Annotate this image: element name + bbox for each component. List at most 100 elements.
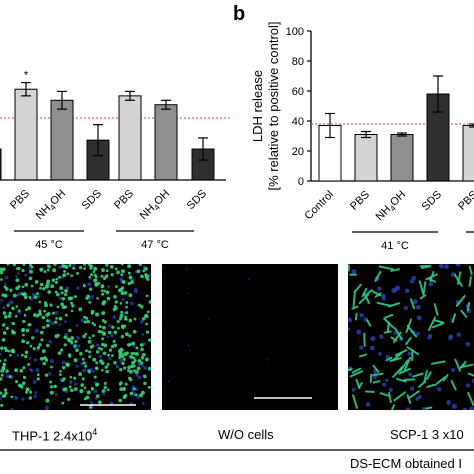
tick-label-b-3: SDS	[420, 189, 444, 213]
cell-dot	[143, 374, 147, 379]
cell-streak	[425, 406, 433, 410]
cell-dot	[59, 369, 62, 373]
cell-dot	[147, 385, 151, 390]
cell-dot	[45, 313, 49, 317]
cell-dot	[6, 264, 10, 266]
cell-dot	[2, 331, 7, 335]
cell-dot	[93, 375, 97, 379]
cell-dot	[1, 267, 6, 272]
cell-dot	[69, 388, 74, 393]
cell-streak	[366, 319, 372, 327]
cell-dot	[105, 269, 109, 273]
cell-dot	[120, 310, 124, 314]
nucleus-dot	[35, 368, 40, 373]
cell-dot	[88, 350, 92, 354]
cell-dot	[95, 382, 100, 387]
bottom-group-label: DS-ECM obtained I	[350, 456, 462, 471]
cell-streak	[422, 281, 427, 294]
cell-dot	[66, 363, 70, 367]
cell-dot	[59, 286, 64, 291]
tick-label-a-4: PBS	[112, 188, 136, 212]
cell-dot	[73, 295, 77, 299]
cell-dot	[0, 278, 3, 281]
tick-label-a-2: NH4OH	[34, 188, 70, 224]
cell-dot	[110, 344, 115, 349]
cell-dot	[1, 337, 6, 342]
cell-dot	[73, 358, 78, 363]
cell-dot	[85, 296, 89, 300]
cell-dot	[104, 365, 108, 369]
cell-streak	[420, 265, 432, 270]
cell-dot	[82, 284, 86, 288]
cell-dot	[117, 326, 120, 330]
cell-dot	[22, 333, 25, 337]
cell-streak	[353, 283, 362, 294]
cell-dot	[121, 280, 126, 284]
cell-dot	[62, 377, 66, 381]
cell-dot	[122, 357, 126, 361]
cell-dot	[131, 341, 136, 346]
nucleus-dot	[451, 403, 457, 409]
cell-dot	[95, 394, 100, 398]
cell-dot	[53, 264, 57, 266]
cell-dot	[86, 390, 91, 395]
cell-dot	[144, 313, 149, 318]
cell-dot	[22, 366, 26, 370]
y-tick-label-b-0: 0	[298, 176, 304, 188]
nucleus-dot	[456, 332, 461, 337]
cell-streak	[429, 271, 435, 282]
tick-label-b-2: NH4OH	[374, 189, 410, 225]
cell-dot	[129, 391, 134, 396]
nucleus-dot	[351, 269, 357, 275]
bar-b-1	[354, 134, 378, 182]
cell-dot	[41, 315, 46, 320]
cell-dot	[128, 275, 133, 280]
cell-dot	[118, 398, 123, 403]
nucleus-dot	[65, 286, 70, 291]
cell-streak	[389, 357, 402, 363]
cell-dot	[68, 264, 72, 267]
cell-streak	[394, 349, 408, 357]
nucleus-dot	[378, 352, 382, 356]
cell-streak	[406, 346, 420, 356]
cell-dot	[0, 403, 4, 407]
cell-dot	[103, 385, 107, 390]
nucleus-dot	[119, 277, 124, 282]
cell-dot	[4, 287, 9, 291]
cell-dot	[21, 339, 26, 344]
cell-dot	[49, 303, 53, 307]
nucleus-dot	[465, 341, 471, 347]
cell-dot	[47, 264, 51, 269]
cell-dot	[140, 274, 144, 279]
cell-dot	[95, 312, 100, 317]
cell-dot	[74, 339, 78, 343]
cell-dot	[143, 381, 147, 386]
cell-dot	[28, 390, 33, 394]
cell-dot	[124, 332, 129, 337]
cell-dot	[113, 343, 118, 348]
cell-dot	[126, 343, 131, 347]
cell-dot	[140, 361, 144, 365]
cell-dot	[24, 350, 29, 355]
cell-streak	[394, 327, 403, 341]
cell-dot	[105, 369, 109, 374]
cell-dot	[140, 390, 145, 395]
nucleus-dot	[77, 344, 81, 348]
cell-dot	[108, 348, 113, 352]
cell-dot	[45, 281, 50, 286]
cell-dot	[101, 389, 106, 393]
nucleus-dot	[462, 407, 468, 410]
cell-dot	[0, 373, 4, 377]
nucleus-dot	[73, 382, 78, 386]
cell-streak	[384, 313, 394, 319]
cell-dot	[121, 355, 125, 359]
cell-dot	[122, 395, 127, 399]
nucleus-dot	[4, 282, 7, 286]
nucleus-dot	[29, 368, 33, 372]
cell-dot	[52, 311, 55, 315]
cell-streak	[412, 372, 424, 378]
cell-dot	[43, 356, 47, 361]
nucleus-dot	[409, 278, 415, 284]
cell-dot	[21, 381, 26, 385]
cell-streak	[419, 294, 427, 300]
